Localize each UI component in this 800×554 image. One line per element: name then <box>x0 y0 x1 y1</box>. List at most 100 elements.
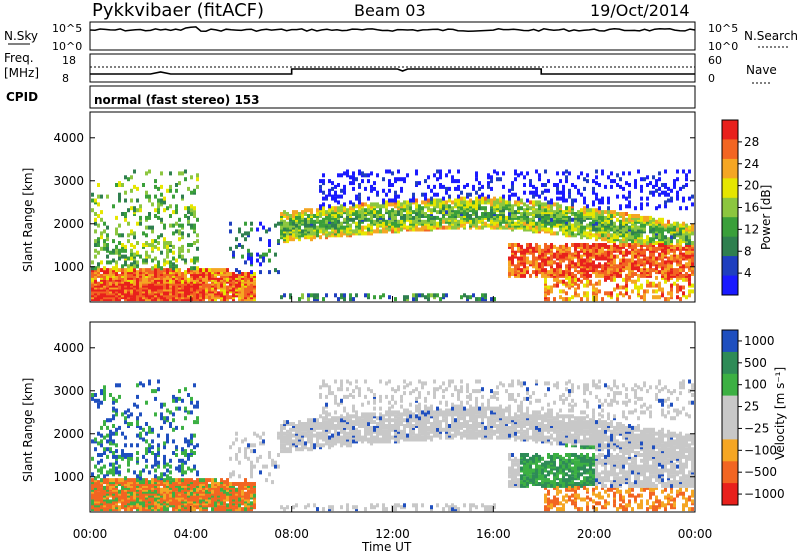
heatmap-cell <box>616 173 619 178</box>
heatmap-cell <box>511 243 514 247</box>
heatmap-cell <box>394 297 397 302</box>
heatmap-cell <box>262 225 265 230</box>
heatmap-cell <box>595 212 598 216</box>
heatmap-cell <box>556 206 559 211</box>
heatmap-cell <box>688 246 691 251</box>
heatmap-cell <box>184 177 187 182</box>
heatmap-cell <box>508 212 511 216</box>
heatmap-cell <box>346 169 349 174</box>
heatmap-cell <box>196 400 199 405</box>
colorbar-tick-label: 20 <box>744 179 759 193</box>
y-tick-label: 4000 <box>53 131 84 145</box>
heatmap-cell <box>193 210 196 215</box>
heatmap-cell <box>571 279 574 284</box>
heatmap-cell <box>601 243 604 247</box>
heatmap-cell <box>97 202 100 207</box>
heatmap-cell <box>145 458 148 463</box>
heatmap-cell <box>268 239 271 244</box>
heatmap-cell <box>241 285 244 290</box>
heatmap-cell <box>535 200 538 205</box>
heatmap-cell <box>175 264 178 269</box>
heatmap-cell <box>100 235 103 240</box>
heatmap-cell <box>517 196 520 201</box>
heatmap-cell <box>184 287 187 292</box>
heatmap-cell <box>685 227 688 232</box>
heatmap-cell <box>673 179 676 184</box>
heatmap-cell <box>163 237 166 242</box>
heatmap-cell <box>256 258 259 263</box>
heatmap-cell <box>625 266 628 271</box>
heatmap-cell <box>361 179 364 184</box>
heatmap-cell <box>496 217 499 222</box>
heatmap-cell <box>574 262 577 267</box>
heatmap-cell <box>244 277 247 282</box>
heatmap-cell <box>328 217 331 222</box>
heatmap-cell <box>583 206 586 211</box>
heatmap-cell <box>196 177 199 182</box>
heatmap-cell <box>562 270 565 275</box>
heatmap-cell <box>481 192 484 197</box>
heatmap-cell <box>463 184 466 189</box>
heatmap-cell <box>541 190 544 195</box>
heatmap-cell <box>187 456 190 461</box>
heatmap-cell <box>556 186 559 191</box>
heatmap-cell <box>373 181 376 186</box>
heatmap-cell <box>637 273 640 278</box>
heatmap-cell <box>586 179 589 184</box>
heatmap-cell <box>325 293 328 298</box>
heatmap-cell <box>307 235 310 240</box>
heatmap-cell <box>466 183 469 187</box>
heatmap-cell <box>670 264 673 269</box>
heatmap-cell <box>436 293 439 298</box>
heatmap-cell <box>325 233 328 238</box>
heatmap-cell <box>481 196 484 201</box>
heatmap-cell <box>394 210 397 215</box>
heatmap-cell <box>529 260 532 265</box>
heatmap-cell <box>184 169 187 174</box>
heatmap-cell <box>562 223 565 228</box>
heatmap-cell <box>196 266 199 271</box>
heatmap-cell <box>151 202 154 207</box>
heatmap-cell <box>610 171 613 176</box>
heatmap-cell <box>325 215 328 220</box>
heatmap-cell <box>163 200 166 205</box>
heatmap-cell <box>514 177 517 182</box>
heatmap-cell <box>184 449 187 454</box>
heatmap-cell <box>145 258 148 263</box>
heatmap-cell <box>106 433 109 438</box>
heatmap-cell <box>139 289 142 294</box>
heatmap-cell <box>622 186 625 191</box>
heatmap-cell <box>349 175 352 180</box>
heatmap-cell <box>175 279 178 284</box>
heatmap-cell <box>535 214 538 218</box>
heatmap-cell <box>628 231 631 236</box>
heatmap-cell <box>181 231 184 236</box>
heatmap-cell <box>217 291 220 296</box>
heatmap-cell <box>247 289 250 294</box>
heatmap-cell <box>556 277 559 282</box>
heatmap-cell <box>646 175 649 180</box>
heatmap-cell <box>115 250 118 255</box>
heatmap-cell <box>118 181 121 186</box>
heatmap-cell <box>142 478 145 483</box>
heatmap-cell <box>595 208 598 213</box>
heatmap-cell <box>337 219 340 224</box>
heatmap-cell <box>661 217 664 222</box>
heatmap-cell <box>640 268 643 273</box>
heatmap-cell <box>607 258 610 263</box>
heatmap-cell <box>640 196 643 201</box>
heatmap-cell <box>682 285 685 290</box>
heatmap-cell <box>145 241 148 245</box>
heatmap-cell <box>157 476 160 481</box>
heatmap-cell <box>649 258 652 263</box>
heatmap-cell <box>439 221 442 226</box>
heatmap-cell <box>376 173 379 178</box>
heatmap-cell <box>388 295 391 300</box>
heatmap-cell <box>190 433 193 438</box>
heatmap-cell <box>127 456 130 461</box>
heatmap-cell <box>280 212 283 216</box>
heatmap-cell <box>136 198 139 203</box>
heatmap-cell <box>247 231 250 236</box>
heatmap-cell <box>538 214 541 218</box>
heatmap-cell <box>157 464 160 469</box>
